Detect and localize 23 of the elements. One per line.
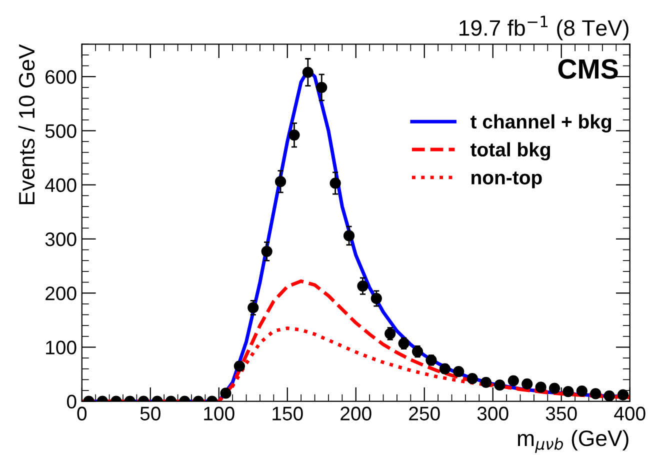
- annotation: CMS: [558, 59, 618, 79]
- x-tick-label: 50: [140, 406, 160, 420]
- x-tick-label: 250: [409, 406, 440, 420]
- y-axis-title: Events / 10 GeV: [18, 44, 35, 204]
- legend-label: t channel + bkg: [470, 114, 612, 132]
- x-axis-title: m$_{μνb}$ (GeV): [518, 430, 628, 453]
- legend-label: total bkg: [470, 142, 550, 160]
- x-tick-label: 200: [340, 406, 372, 420]
- legend-label: non-top: [472, 172, 542, 188]
- chart-title: 19.7 fb$^{−1}$ (8 TeV): [460, 16, 628, 40]
- y-tick-label: 500: [45, 124, 76, 138]
- y-tick-label: 300: [45, 232, 76, 246]
- x-tick-label: 400: [614, 406, 646, 420]
- x-tick-label: 100: [204, 406, 234, 420]
- y-tick-label: 400: [45, 178, 76, 192]
- y-tick-label: 200: [46, 286, 76, 300]
- x-tick-label: 300: [477, 406, 508, 420]
- y-tick-label: 600: [46, 70, 76, 84]
- x-tick-label: 150: [272, 406, 303, 420]
- x-tick-label: 350: [546, 406, 577, 420]
- y-tick-label: 0: [66, 394, 76, 409]
- y-tick-label: 100: [46, 340, 76, 354]
- x-tick-label: 0: [77, 406, 87, 420]
